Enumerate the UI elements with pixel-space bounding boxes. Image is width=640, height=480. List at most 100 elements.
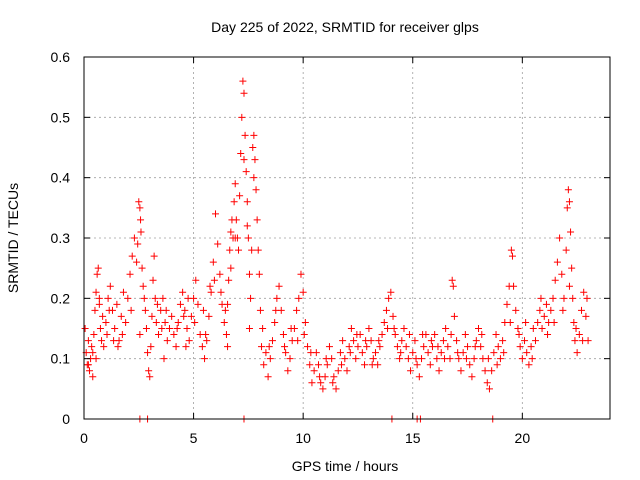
data-point <box>222 331 230 339</box>
data-point <box>350 337 358 345</box>
data-point <box>352 355 360 363</box>
data-point <box>255 270 263 278</box>
data-point <box>507 246 515 254</box>
data-point <box>442 325 450 332</box>
data-point <box>235 246 243 254</box>
data-point <box>295 294 303 302</box>
data-point <box>113 300 121 308</box>
data-point <box>580 288 588 296</box>
data-point <box>540 312 548 320</box>
data-point <box>248 246 256 254</box>
data-point <box>187 312 195 320</box>
x-tick-label: 20 <box>515 430 531 446</box>
data-point <box>457 367 465 375</box>
data-point <box>266 355 274 363</box>
data-point <box>510 282 518 290</box>
data-point <box>398 337 406 345</box>
data-point <box>96 325 104 332</box>
data-point <box>353 331 361 339</box>
data-point <box>243 198 251 206</box>
data-point <box>162 306 170 314</box>
data-point <box>478 331 486 339</box>
data-point <box>431 331 439 339</box>
data-point <box>89 349 97 357</box>
data-point <box>529 325 537 332</box>
data-point <box>411 337 419 345</box>
data-point <box>323 361 331 369</box>
data-point <box>216 270 224 278</box>
data-point <box>518 355 526 363</box>
data-point <box>310 367 318 375</box>
data-point <box>165 325 173 332</box>
data-point <box>127 306 135 314</box>
data-point <box>243 222 251 230</box>
data-point <box>95 294 103 302</box>
x-tick-label: 0 <box>80 430 88 446</box>
data-point <box>358 349 366 357</box>
data-point <box>579 337 587 345</box>
y-tick-label: 0.3 <box>51 230 71 246</box>
data-point <box>409 349 417 357</box>
data-point <box>81 325 89 332</box>
data-point <box>238 113 246 121</box>
data-point <box>182 343 190 351</box>
data-point <box>420 343 428 351</box>
data-point <box>227 264 235 272</box>
data-point <box>134 240 142 248</box>
data-point <box>471 343 479 351</box>
data-point <box>499 337 507 345</box>
data-point <box>251 156 259 164</box>
data-point <box>549 294 557 302</box>
data-point <box>317 379 325 387</box>
data-point <box>139 282 147 290</box>
data-point <box>426 361 434 369</box>
data-point <box>224 300 232 308</box>
data-point <box>210 276 218 284</box>
data-point <box>220 318 228 326</box>
data-point <box>365 325 373 332</box>
data-point <box>226 246 234 254</box>
data-point <box>161 318 169 326</box>
data-point <box>152 318 160 326</box>
data-point <box>146 373 154 381</box>
data-point <box>542 300 550 308</box>
data-point <box>138 264 146 272</box>
data-point <box>341 355 349 363</box>
data-point <box>536 306 544 314</box>
data-point <box>149 276 157 284</box>
data-point <box>268 337 276 345</box>
data-point <box>397 349 405 357</box>
data-point <box>279 331 287 339</box>
data-point <box>245 270 253 278</box>
data-point <box>361 361 369 369</box>
data-point <box>145 367 153 375</box>
data-point <box>415 373 423 381</box>
data-point <box>464 343 472 351</box>
data-point <box>91 306 99 314</box>
data-point <box>550 318 558 326</box>
y-tick-label: 0.1 <box>51 351 71 367</box>
y-tick-label: 0 <box>62 411 70 427</box>
data-point <box>493 361 501 369</box>
chart-title: Day 225 of 2022, SRMTID for receiver glp… <box>211 19 479 35</box>
data-point <box>256 306 264 314</box>
data-point <box>85 367 93 375</box>
data-point <box>242 168 250 176</box>
data-point <box>516 343 524 351</box>
data-point <box>375 337 383 345</box>
data-point <box>563 204 571 212</box>
data-point <box>231 234 239 242</box>
data-point <box>173 325 181 332</box>
data-point <box>136 331 144 339</box>
data-point <box>284 367 292 375</box>
data-point <box>448 276 456 284</box>
data-point <box>330 373 338 381</box>
data-point <box>183 325 191 332</box>
data-point <box>90 331 98 339</box>
data-point <box>180 312 188 320</box>
data-point <box>424 349 432 357</box>
data-point <box>184 294 192 302</box>
data-point <box>92 355 100 363</box>
data-point <box>250 174 258 182</box>
